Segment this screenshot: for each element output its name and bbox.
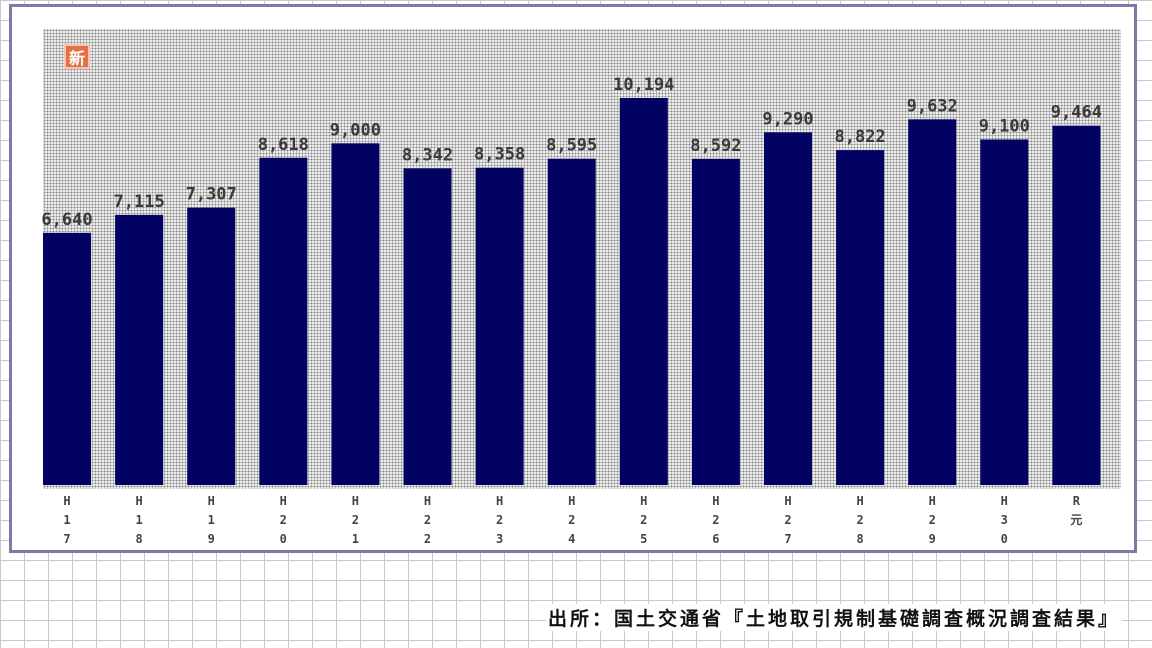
bar-H27 [764,132,812,486]
value-label-H21: 9,000 [330,120,381,140]
value-label-R元: 9,464 [1051,103,1102,123]
bar-H30 [980,139,1029,485]
bar-H20 [259,157,308,486]
value-label-H29: 9,632 [907,96,958,116]
value-label-H20: 8,618 [258,135,309,155]
bar-H17 [43,232,91,485]
bar-H25 [619,98,668,485]
value-label-H25: 10,194 [613,75,674,95]
value-label-H19: 7,307 [186,185,237,205]
bar-H28 [836,150,885,485]
value-label-H28: 8,822 [835,127,886,147]
source-note: 出所：国土交通省『土地取引規制基礎調査概況調査結果』 [545,604,1122,631]
bar-H21 [331,143,380,486]
bar-H18 [115,214,164,485]
bar-H22 [403,168,452,486]
bar-H29 [908,119,957,486]
value-label-H23: 8,358 [474,145,525,165]
bar-H26 [691,158,740,486]
value-label-H17: 6,640 [41,210,92,230]
value-label-H22: 8,342 [402,145,453,165]
value-label-H27: 9,290 [762,109,813,129]
chart-frame: 6,640 H 1 7 7,115 H 1 8 7,307 H 1 9 8,618 H 2 0 9,000 H 2 1… [9,4,1137,553]
bar-chart: 6,640 H 1 7 7,115 H 1 8 7,307 H 1 9 8,618 H 2 0 9,000 H 2 1… [41,75,1102,546]
bar-H19 [187,207,236,485]
bar-R元 [1052,125,1101,485]
value-label-H30: 9,100 [979,117,1030,137]
value-label-H26: 8,592 [690,136,741,156]
value-label-H18: 7,115 [114,192,165,212]
bar-H24 [547,158,596,485]
value-label-H24: 8,595 [546,136,597,156]
bar-H23 [475,167,524,485]
new-badge: 新 [64,44,90,69]
